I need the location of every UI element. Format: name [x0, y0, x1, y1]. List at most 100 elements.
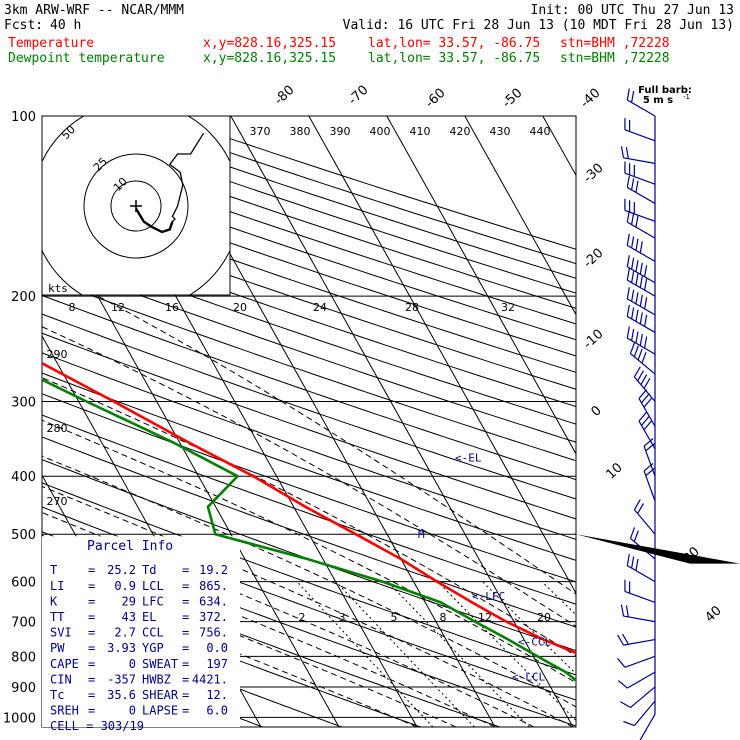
theta-label: 410 — [410, 125, 431, 138]
wind-barb-flag — [629, 342, 636, 354]
wind-barb-flag — [633, 366, 641, 378]
wind-barb — [629, 527, 656, 560]
dewpoint-profile — [42, 378, 576, 683]
wind-barb-flag — [635, 309, 639, 322]
pressure-label: 100 — [11, 110, 36, 125]
wind-barb-flag — [626, 304, 630, 317]
parcel-row-label: Td — [142, 563, 156, 577]
parcel-row-eq: = — [88, 657, 95, 671]
wind-barb — [620, 604, 656, 623]
parcel-row-value: 197 — [206, 657, 228, 671]
parcel-row-eq: = — [88, 594, 95, 608]
mixing-ratio-label: 20 — [233, 301, 247, 314]
parcel-row-eq: = — [88, 563, 95, 577]
max-parcel-marker: M — [418, 528, 425, 541]
wind-barb — [626, 553, 656, 583]
theta-label: 400 — [370, 125, 391, 138]
plot-frame — [41, 115, 577, 728]
init-time: Init: 00 UTC Thu 27 Jun 13 — [531, 3, 735, 18]
wind-barb-flag — [641, 393, 650, 404]
parcel-row-label: HWBZ — [142, 672, 171, 686]
pressure-label: 800 — [11, 650, 36, 665]
moist-adiabat — [42, 326, 576, 627]
wind-barb-flag — [629, 527, 636, 539]
hodograph-trace-lower — [134, 207, 174, 234]
theta-label: 370 — [250, 125, 271, 138]
parcel-row-label: K — [50, 594, 58, 608]
barb-key-superscript: -1 — [683, 93, 690, 101]
wind-barb-flag — [644, 314, 648, 327]
level-marker: <-LFC — [472, 590, 505, 603]
wind-barb-flag — [631, 270, 635, 283]
wind-barb-flag — [637, 503, 645, 514]
theta-e-label: 270 — [47, 495, 68, 508]
wind-barb-shaft — [624, 172, 656, 185]
wind-barb — [624, 198, 656, 222]
wind-barb-shaft — [626, 565, 656, 583]
wind-barb-shaft — [626, 266, 656, 284]
wind-barb-flag — [617, 634, 625, 646]
dry-adiabat — [42, 224, 576, 408]
hodograph-ring — [110, 180, 162, 232]
parcel-row-value: 756. — [199, 626, 228, 640]
wind-barb-shaft — [633, 700, 656, 726]
temperature-tick-label: 0 — [588, 403, 604, 420]
isotherm — [0, 116, 27, 727]
wind-barb-flag — [625, 605, 630, 618]
wind-barb-flag — [635, 260, 639, 272]
wind-barb-flag — [635, 292, 639, 305]
parcel-row-eq: = — [182, 641, 189, 655]
parcel-row-eq: = — [182, 688, 189, 702]
parcel-row-eq: = — [88, 641, 95, 655]
mixing-ratio-label: 8 — [440, 611, 447, 624]
parcel-row-value: 634. — [199, 594, 228, 608]
wind-barb-flag — [643, 397, 652, 408]
temperature-tick-label: -70 — [346, 83, 372, 108]
wind-barbs — [576, 88, 740, 740]
dry-adiabat — [42, 583, 422, 727]
dry-adiabat — [42, 414, 576, 605]
moist-adiabat — [42, 485, 574, 727]
wind-barb-flag — [638, 389, 647, 399]
wind-barb — [626, 255, 656, 284]
parcel-row-value: 372. — [199, 610, 228, 624]
temperature-tick-label: -20 — [581, 246, 607, 271]
wind-barb-flag — [631, 178, 635, 191]
wind-barb — [626, 210, 656, 239]
wind-barb-flag — [640, 374, 648, 385]
pressure-label: 400 — [11, 470, 36, 485]
mixing-ratio-label: 28 — [405, 301, 419, 314]
mixing-ratio-line — [335, 581, 475, 727]
temperature-tick-label: 10 — [603, 460, 625, 482]
wind-barb-flag — [626, 88, 630, 101]
parcel-row-label: CIN — [50, 672, 72, 686]
wind-barb-flag — [641, 416, 650, 426]
wind-barb-flag — [635, 331, 639, 344]
isotherm — [308, 116, 576, 595]
parcel-row-eq: = — [88, 688, 95, 702]
pressure-label: 200 — [11, 290, 36, 305]
wind-barb — [626, 304, 656, 333]
wind-barb-shaft — [623, 157, 656, 164]
parcel-row-value: 6.0 — [206, 704, 228, 718]
isotherm — [464, 116, 576, 316]
theta-label: 380 — [290, 125, 311, 138]
parcel-info-panel: Parcel Info T = 25.2 Td = 19.2 LI = 0.9 LCL = 865. K =… — [42, 536, 240, 733]
wind-barb-shaft — [630, 353, 656, 375]
parcel-row-eq: = — [182, 594, 189, 608]
barb-key-value: 5 m s — [643, 95, 673, 106]
wind-barb-flag — [633, 499, 641, 510]
dry-adiabat — [42, 258, 576, 443]
wind-barb — [617, 671, 656, 689]
wind-barb-flag — [626, 287, 630, 300]
parcel-row-label: PW — [50, 641, 65, 655]
temperature-latlon: lat,lon= 33.57, -86.75 — [368, 36, 540, 51]
wind-barb — [620, 686, 656, 709]
mixing-ratio-line — [541, 581, 576, 616]
level-marker: <-CCL — [518, 636, 551, 649]
parcel-row-value: -357 — [107, 672, 136, 686]
wind-barb-shaft — [626, 315, 656, 333]
wind-barb-flag — [643, 462, 654, 472]
dry-adiabat — [42, 241, 576, 425]
